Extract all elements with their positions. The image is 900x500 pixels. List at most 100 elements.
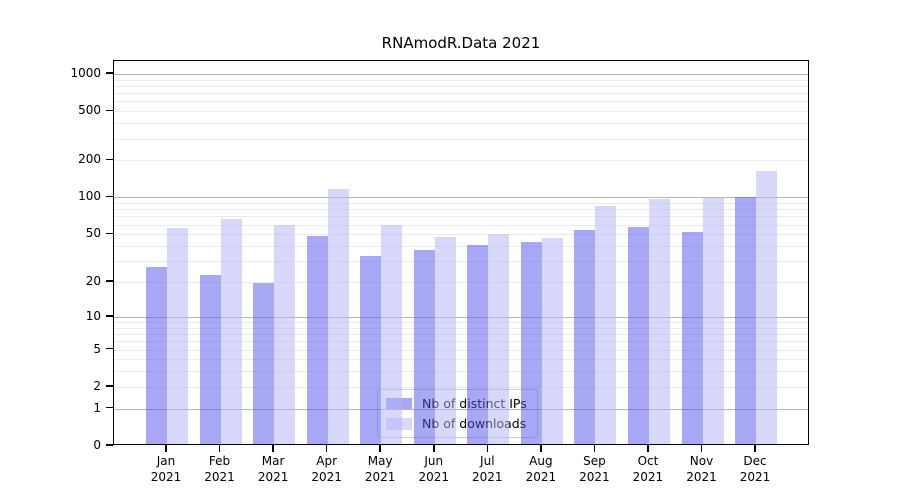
minor-gridline [114, 123, 808, 125]
bar-sep-downloads [595, 206, 617, 444]
x-tick-month: Oct [637, 454, 659, 468]
x-tick-label: Mar 2021 [243, 453, 303, 485]
x-tick-label: Aug 2021 [511, 453, 571, 485]
x-tick-month: Jun [424, 454, 444, 468]
x-tick [647, 445, 649, 452]
x-tick [379, 445, 381, 452]
y-tick [106, 280, 113, 282]
minor-gridline [114, 261, 808, 263]
x-tick-label: Feb 2021 [190, 453, 250, 485]
x-tick-month: Apr [316, 454, 338, 468]
x-tick-label: Apr 2021 [297, 453, 357, 485]
y-tick-label: 1000 [70, 65, 101, 80]
y-tick [106, 158, 113, 161]
minor-gridline [114, 282, 808, 284]
x-tick-year: 2021 [311, 470, 342, 484]
chart-title: RNAmodR.Data 2021 [381, 34, 541, 52]
bar-apr-downloads [327, 189, 349, 444]
x-tick-year: 2021 [579, 470, 610, 484]
bar-jun-downloads [434, 236, 456, 444]
x-tick-month: Mar [261, 454, 285, 468]
y-tick-label: 20 [85, 274, 101, 289]
y-tick [106, 72, 113, 74]
x-tick-month: Jul [480, 454, 495, 468]
x-tick-year: 2021 [364, 470, 396, 484]
y-tick [106, 109, 113, 111]
bar-nov-downloads [702, 198, 724, 444]
x-tick [700, 445, 703, 452]
minor-gridline [114, 371, 808, 373]
bar-apr-distinct-ips [306, 235, 328, 444]
bar-jan-distinct-ips [146, 266, 167, 444]
bar-mar-downloads [274, 225, 296, 444]
minor-gridline [114, 203, 808, 205]
x-tick-year: 2021 [204, 470, 235, 484]
x-tick-year: 2021 [525, 470, 557, 484]
x-tick-month: Feb [208, 454, 231, 468]
minor-gridline [114, 341, 808, 343]
x-tick-month: Nov [689, 454, 714, 468]
minor-gridline [114, 234, 808, 236]
minor-gridline [114, 224, 808, 226]
y-tick [106, 315, 113, 317]
minor-gridline [114, 334, 808, 336]
bar-aug-downloads [541, 237, 563, 444]
x-tick-month: Dec [743, 454, 767, 468]
x-tick-label: Jun 2021 [404, 453, 464, 485]
y-tick [106, 406, 113, 409]
y-tick [106, 232, 113, 235]
bar-oct-downloads [648, 198, 670, 444]
bar-may-distinct-ips [360, 255, 382, 444]
x-tick [754, 445, 756, 452]
y-tick-label: 1 [93, 400, 101, 415]
y-tick-label: 10 [85, 308, 101, 323]
minor-gridline [114, 138, 808, 140]
bar-feb-downloads [220, 219, 242, 444]
x-tick [165, 445, 167, 452]
minor-gridline [114, 209, 808, 211]
x-tick-label: Oct 2021 [618, 453, 678, 485]
x-tick-year: 2021 [686, 470, 717, 484]
bar-feb-distinct-ips [199, 275, 221, 444]
major-gridline [114, 73, 808, 75]
x-tick-label: Nov 2021 [672, 453, 732, 485]
x-tick-month: May [367, 454, 393, 468]
minor-gridline [114, 101, 808, 103]
bar-mar-distinct-ips [253, 282, 275, 444]
bar-dec-downloads [756, 171, 778, 444]
bar-sep-distinct-ips [574, 230, 596, 444]
minor-gridline [114, 216, 808, 218]
x-tick-label: Dec 2021 [725, 453, 785, 485]
x-tick-label: May 2021 [350, 453, 410, 485]
minor-gridline [114, 111, 808, 113]
y-tick [106, 385, 113, 387]
x-tick-label: Jul 2021 [457, 453, 517, 485]
minor-gridline [114, 349, 808, 351]
x-tick-year: 2021 [418, 470, 450, 484]
bar-jan-downloads [167, 228, 188, 444]
y-tick-label: 5 [93, 341, 101, 356]
x-tick [540, 445, 542, 452]
bar-jul-downloads [488, 234, 510, 444]
y-tick [106, 195, 113, 198]
y-tick-label: 500 [78, 103, 101, 118]
bar-dec-distinct-ips [735, 197, 757, 444]
x-tick [486, 445, 489, 452]
x-tick-year: 2021 [632, 470, 664, 484]
x-tick-month: Aug [529, 454, 553, 468]
x-tick-label: Jan 2021 [136, 453, 196, 485]
x-tick-year: 2021 [739, 470, 771, 484]
bar-aug-distinct-ips [520, 241, 542, 444]
major-gridline [114, 197, 808, 199]
x-tick [593, 445, 596, 452]
major-gridline [114, 408, 808, 410]
bar-nov-distinct-ips [681, 232, 703, 444]
y-tick [106, 444, 113, 446]
minor-gridline [114, 85, 808, 87]
y-tick [106, 347, 113, 350]
bar-may-downloads [381, 225, 403, 444]
x-tick-month: Jan [156, 454, 176, 468]
minor-gridline [114, 359, 808, 361]
x-tick [218, 445, 221, 452]
